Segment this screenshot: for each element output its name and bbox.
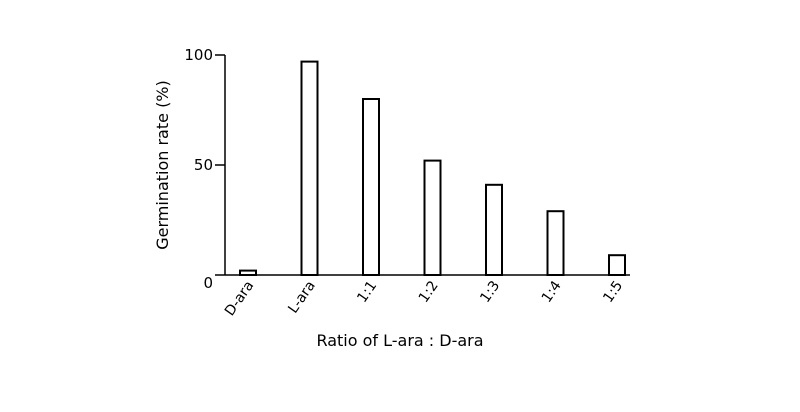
bar-1:2 <box>423 159 442 277</box>
x-tick-label: 1:5 <box>600 278 626 306</box>
bar-1:4 <box>546 210 565 276</box>
bar-1:1 <box>362 98 380 276</box>
bar-L-ara <box>300 60 319 276</box>
y-ticks: 0 50 100 <box>184 46 225 292</box>
x-tick-label: L-ara <box>285 278 318 316</box>
bars-layer <box>239 60 626 277</box>
x-tick-label: D-ara <box>222 278 257 319</box>
bar-1:5 <box>608 254 626 276</box>
x-tick-label: 1:3 <box>477 278 503 306</box>
bar-1:3 <box>485 183 503 276</box>
x-tick-label: 1:2 <box>416 278 442 306</box>
x-tick-label: 1:1 <box>354 278 380 306</box>
x-tick-label: 1:4 <box>539 278 565 306</box>
y-tick-label: 100 <box>184 46 213 64</box>
y-tick-label: 50 <box>194 156 213 174</box>
y-axis-title: Germination rate (%) <box>153 80 172 250</box>
y-tick-label: 0 <box>203 274 213 292</box>
x-ticks: D-ara L-ara 1:1 1:2 1:3 1:4 1:5 <box>222 278 626 319</box>
x-axis-title: Ratio of L-ara : D-ara <box>316 331 483 350</box>
